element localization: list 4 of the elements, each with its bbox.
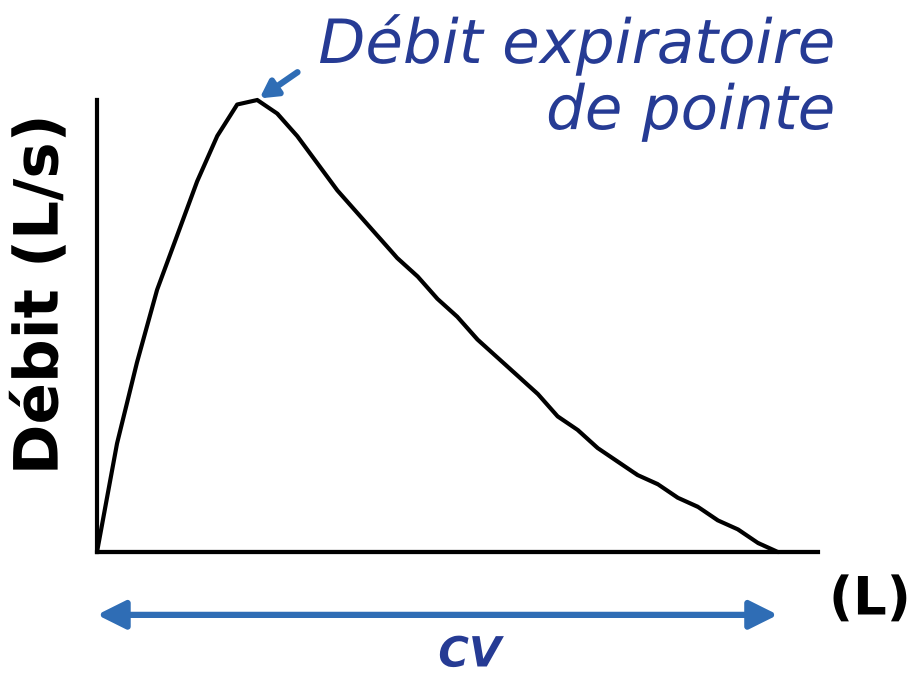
text: CV [440, 636, 504, 668]
y-axis-title: Débit (L/s) [8, 120, 66, 470]
annotation: Débit expiratoire de pointe [320, 14, 833, 142]
x-axis-title: (L) [834, 574, 906, 622]
